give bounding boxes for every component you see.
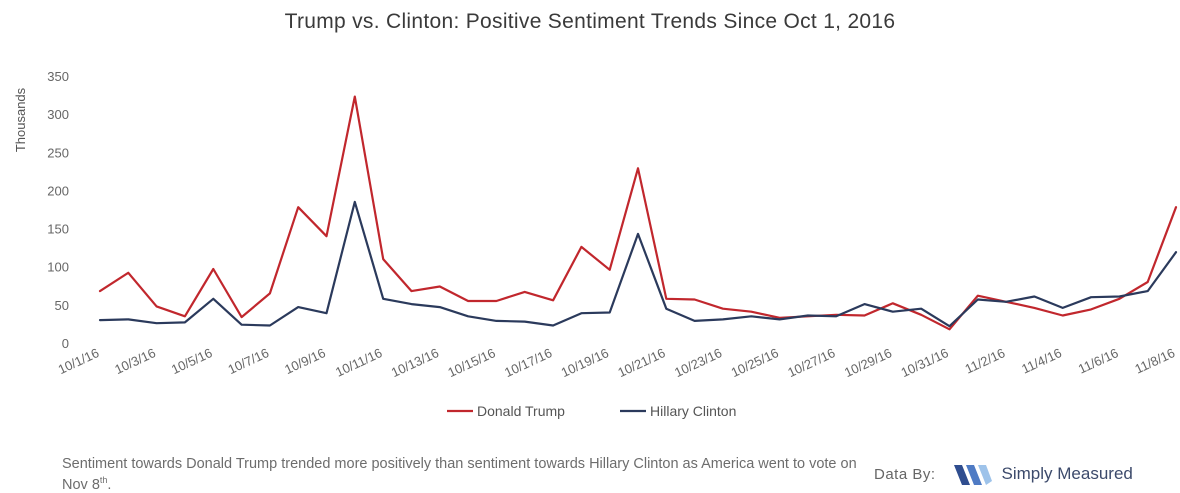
x-tick-label: 10/15/16 <box>445 345 497 380</box>
x-tick-label: 10/21/16 <box>615 345 667 380</box>
brand-name: Simply Measured <box>1001 464 1133 483</box>
legend-label: Hillary Clinton <box>650 403 736 419</box>
x-tick-label: 11/2/16 <box>963 345 1008 377</box>
x-tick-label: 10/29/16 <box>842 345 894 380</box>
footer-note-superscript: th <box>99 475 108 485</box>
x-tick-label: 10/13/16 <box>389 345 441 380</box>
simply-measured-logo-icon <box>953 465 992 485</box>
x-tick-label: 10/27/16 <box>785 345 837 380</box>
x-tick-label: 10/25/16 <box>729 345 781 380</box>
x-tick-label: 11/6/16 <box>1076 345 1121 377</box>
x-tick-label: 10/23/16 <box>672 345 724 380</box>
y-tick-label: 300 <box>47 107 69 122</box>
series-line-clinton <box>98 200 1178 328</box>
y-tick-label: 250 <box>47 145 69 160</box>
y-tick-label: 50 <box>55 298 69 313</box>
legend-label: Donald Trump <box>477 403 565 419</box>
x-tick-label: 10/3/16 <box>112 345 158 377</box>
footer-note-end: . <box>107 476 112 493</box>
chart-title: Trump vs. Clinton: Positive Sentiment Tr… <box>284 10 896 33</box>
series-layer <box>98 95 1178 331</box>
x-axis: 10/1/16 10/3/16 10/5/16 10/7/16 10/9/16 10/11… <box>56 345 1178 380</box>
x-tick-label: 11/4/16 <box>1019 345 1064 377</box>
footer-note: Sentiment towards Donald Trump trended m… <box>62 456 882 493</box>
legend: Donald Trump Hillary Clinton <box>447 403 736 419</box>
y-axis: 0 50 100 150 200 250 300 350 <box>47 69 69 351</box>
series-line-trump <box>98 95 1178 331</box>
x-tick-label: 10/5/16 <box>169 345 215 377</box>
y-tick-label: 200 <box>47 183 69 198</box>
x-tick-label: 10/11/16 <box>333 345 384 380</box>
credit-label: Data By: <box>874 465 936 483</box>
y-tick-label: 350 <box>47 69 69 84</box>
y-tick-label: 100 <box>47 260 69 275</box>
x-tick-label: 10/17/16 <box>502 345 554 380</box>
y-axis-title: Thousands <box>13 87 28 152</box>
x-tick-label: 11/8/16 <box>1132 345 1177 377</box>
x-tick-label: 10/9/16 <box>282 345 328 377</box>
y-tick-label: 0 <box>62 336 69 351</box>
x-tick-label: 10/31/16 <box>899 345 951 380</box>
x-tick-label: 10/7/16 <box>226 345 272 377</box>
y-tick-label: 150 <box>47 222 69 237</box>
data-credit: Data By: Simply Measured <box>874 460 1133 488</box>
footer-note-text: Sentiment towards Donald Trump trended m… <box>62 456 857 493</box>
x-tick-label: 10/19/16 <box>559 345 611 380</box>
